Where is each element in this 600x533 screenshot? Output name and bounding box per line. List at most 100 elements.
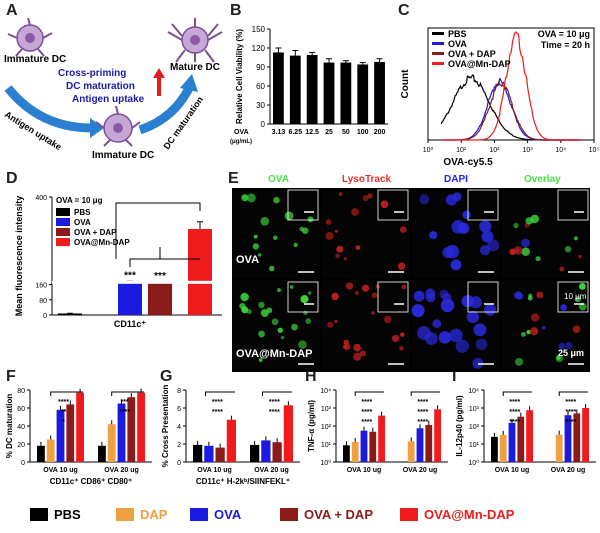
significance-label: ****	[509, 419, 520, 426]
micro-cell	[277, 288, 282, 293]
micro-cell	[335, 253, 340, 259]
micro-cell	[240, 292, 249, 302]
legend-swatch	[432, 62, 444, 65]
group-label: OVA 10 ug	[43, 467, 78, 474]
chart-i-il12: 10⁰ 10¹ 10² 10³ 10⁴ OVA 10 ug OVA 20 ug **** ***…	[455, 388, 596, 474]
y-tick-label: 0	[21, 460, 25, 467]
bar	[118, 282, 142, 315]
micro-cell	[438, 331, 452, 344]
sig-bracket	[205, 391, 235, 396]
sig-bracket	[410, 391, 440, 396]
micro-cell	[527, 295, 533, 301]
y-tick-label: 20	[17, 442, 25, 449]
bar	[117, 403, 126, 462]
legend-item-ova: OVA	[190, 504, 241, 524]
micro-cell	[246, 193, 256, 203]
legend-swatch	[56, 238, 70, 246]
micro-cell	[555, 354, 564, 363]
y-tick-label: 10²	[469, 424, 480, 431]
x-tick-label: 100	[357, 129, 369, 136]
bar	[564, 415, 572, 462]
micro-cell	[573, 236, 578, 241]
micro-inset-frame	[287, 281, 319, 313]
bar	[261, 440, 271, 462]
y-tick-label: 4	[177, 424, 181, 431]
immature-dc-label-1: Immature DC	[4, 54, 66, 65]
panel-letter-b: B	[230, 2, 242, 19]
bar	[289, 55, 301, 124]
panel-e-microscopy: OVA LysoTrack DAPI Overlay OVA OVA@Mn-DA…	[232, 174, 590, 372]
micro-cell	[258, 358, 263, 362]
chart-g-cross-presentation: 0 2 4 6 8 OVA 10 ug OVA 20 ug **** **** **** **** C…	[161, 385, 300, 486]
panel-letter-a: A	[6, 2, 18, 19]
micro-cell	[291, 323, 298, 331]
axis-break	[52, 280, 222, 284]
chart-b-cell-viability: 0 30 60 90 120 150 3.13 6.25 12.5 25 50 100 200 OVA (μ…	[230, 25, 388, 145]
y-tick-label: 10⁴	[320, 388, 331, 395]
micro-cell	[252, 243, 260, 250]
micro-cell	[269, 265, 275, 272]
y-tick-label: 10⁰	[320, 459, 331, 467]
bar	[499, 434, 507, 462]
plot-frame	[427, 27, 595, 141]
micro-cell	[371, 311, 375, 315]
micro-cell	[298, 340, 307, 349]
micro-cell	[578, 254, 582, 259]
legend-label-ova-dap: OVA + DAP	[304, 506, 373, 522]
micro-cell	[401, 284, 407, 290]
legend-label-dap: DAP	[140, 506, 168, 522]
micro-header-ova: OVA	[268, 174, 289, 185]
micro-cell	[413, 290, 425, 302]
histogram-line	[441, 80, 581, 141]
significance-label: ****	[269, 399, 280, 406]
sig-bracket	[111, 391, 144, 396]
micro-header-lysotrack: LysoTrack	[342, 174, 392, 185]
legend-item-ova-dap: OVA + DAP	[280, 504, 373, 524]
bar	[369, 431, 377, 462]
bar	[323, 62, 335, 124]
y-tick-label: 80	[17, 388, 25, 395]
y-tick-label: 0	[261, 120, 266, 129]
bar	[272, 442, 282, 462]
group-label: OVA 20 ug	[254, 467, 289, 474]
legend-label: PBS	[74, 208, 91, 217]
panel-a-schematic: Immature DC Mature DC Cross-priming DC m…	[3, 18, 223, 161]
micro-cell	[515, 357, 524, 366]
y-tick-label: 10¹	[469, 442, 480, 449]
micro-cell	[371, 292, 378, 299]
micro-cell	[530, 327, 539, 336]
micro-cell	[351, 208, 359, 216]
micro-cell	[479, 220, 492, 233]
micro-cell	[257, 253, 262, 257]
micro-cell	[353, 352, 362, 361]
group-label: OVA 20 ug	[403, 467, 438, 474]
micro-cell	[307, 216, 314, 223]
immature-dc-cell-2	[95, 105, 141, 147]
micro-cell	[343, 339, 349, 346]
legend-swatch	[432, 52, 444, 55]
y-axis-label: Relative Cell Viability (%)	[235, 29, 244, 124]
y-tick-label: 6	[177, 406, 181, 413]
bottom-legend: PBS DAP OVA OVA + DAP OVA@Mn-DAP	[30, 504, 590, 524]
cross-priming-label: Cross-priming	[58, 68, 126, 79]
micro-cell	[303, 310, 308, 316]
micro-cell	[462, 210, 471, 220]
y-tick-label: 0	[43, 313, 47, 320]
micro-cell	[266, 307, 273, 314]
sig-bracket	[502, 391, 532, 396]
bar	[37, 445, 45, 462]
legend-swatch	[432, 42, 444, 45]
micro-inset-frame	[467, 281, 499, 313]
micro-cell	[325, 219, 332, 225]
significance-label: ****	[361, 419, 372, 426]
legend-label-ova: OVA	[214, 506, 242, 522]
micro-cell	[334, 229, 338, 233]
micro-cell	[455, 339, 469, 353]
y-tick-label: 0	[177, 460, 181, 467]
micro-cell	[397, 262, 406, 271]
micro-cell	[558, 342, 566, 350]
y-tick-label: 120	[252, 44, 266, 53]
panel-letter-g: G	[160, 368, 173, 385]
bar	[58, 313, 82, 315]
micro-cell	[417, 326, 431, 340]
